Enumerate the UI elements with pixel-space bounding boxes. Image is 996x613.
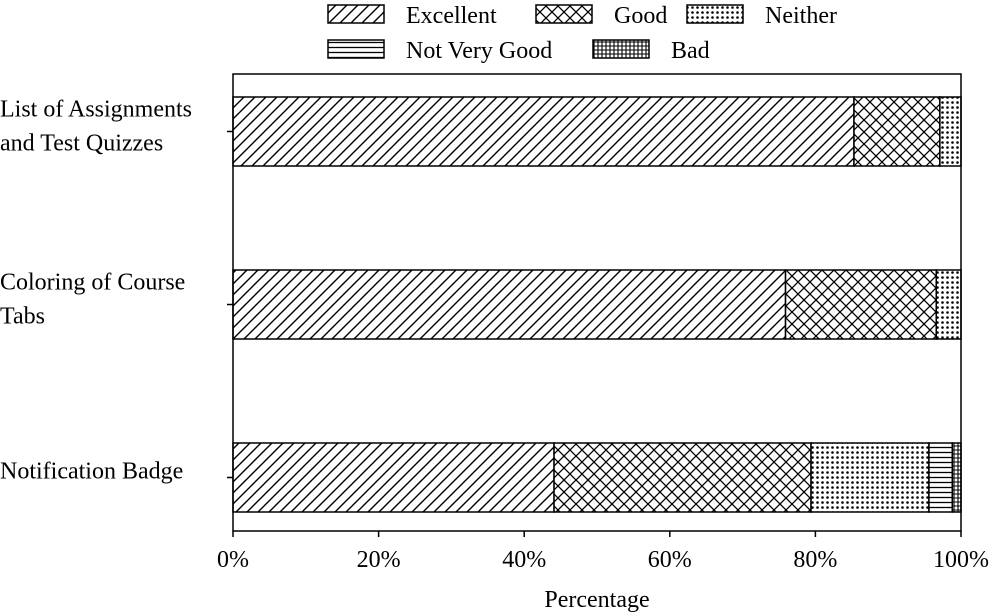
bar-segment-2-0	[232, 442, 555, 513]
category-label: Coloring of Course	[0, 270, 185, 296]
category-label: List of Assignments	[0, 97, 192, 123]
x-tick-label: 80%	[793, 547, 837, 573]
bar-segment-2-3	[928, 442, 954, 513]
axes: 0% 20% 40% 60% 80% 100% Percentage List of Assi…	[0, 73, 989, 613]
legend-swatch-1	[535, 4, 593, 24]
bar-segment-2-2	[810, 442, 930, 513]
bar-segment-1-0	[232, 269, 787, 340]
bar-segment-1-1	[784, 269, 937, 340]
bar-segment-0-1	[853, 96, 941, 167]
legend-label-4: Bad	[671, 38, 710, 64]
plot-frame	[232, 73, 962, 532]
plot-area	[232, 96, 962, 513]
category-label: and Test Quizzes	[0, 131, 163, 157]
bar-segment-2-4	[951, 442, 962, 513]
legend-label-3: Not Very Good	[406, 38, 552, 64]
legend-swatch-0	[327, 4, 385, 24]
x-axis-title: Percentage	[544, 587, 649, 613]
category-label: Tabs	[0, 304, 45, 330]
bar-segment-0-2	[939, 96, 962, 167]
legend-label-2: Neither	[765, 3, 837, 29]
bar-segment-1-2	[935, 269, 962, 340]
legend-swatch-2	[686, 4, 744, 24]
legend-label-1: Good	[614, 3, 667, 29]
legend-swatch-4	[592, 39, 650, 59]
x-tick-label: 100%	[933, 547, 989, 573]
x-tick-label: 20%	[357, 547, 401, 573]
x-tick-label: 0%	[217, 547, 249, 573]
legend-label-0: Excellent	[406, 3, 497, 29]
legend: Excellent Good Neither Not Very Good Bad	[327, 3, 837, 64]
x-tick-label: 60%	[648, 547, 692, 573]
bar-segment-2-1	[553, 442, 812, 513]
x-tick-label: 40%	[502, 547, 546, 573]
category-label: Notification Badge	[0, 459, 183, 485]
legend-swatch-3	[327, 39, 385, 59]
bar-segment-0-0	[232, 96, 855, 167]
